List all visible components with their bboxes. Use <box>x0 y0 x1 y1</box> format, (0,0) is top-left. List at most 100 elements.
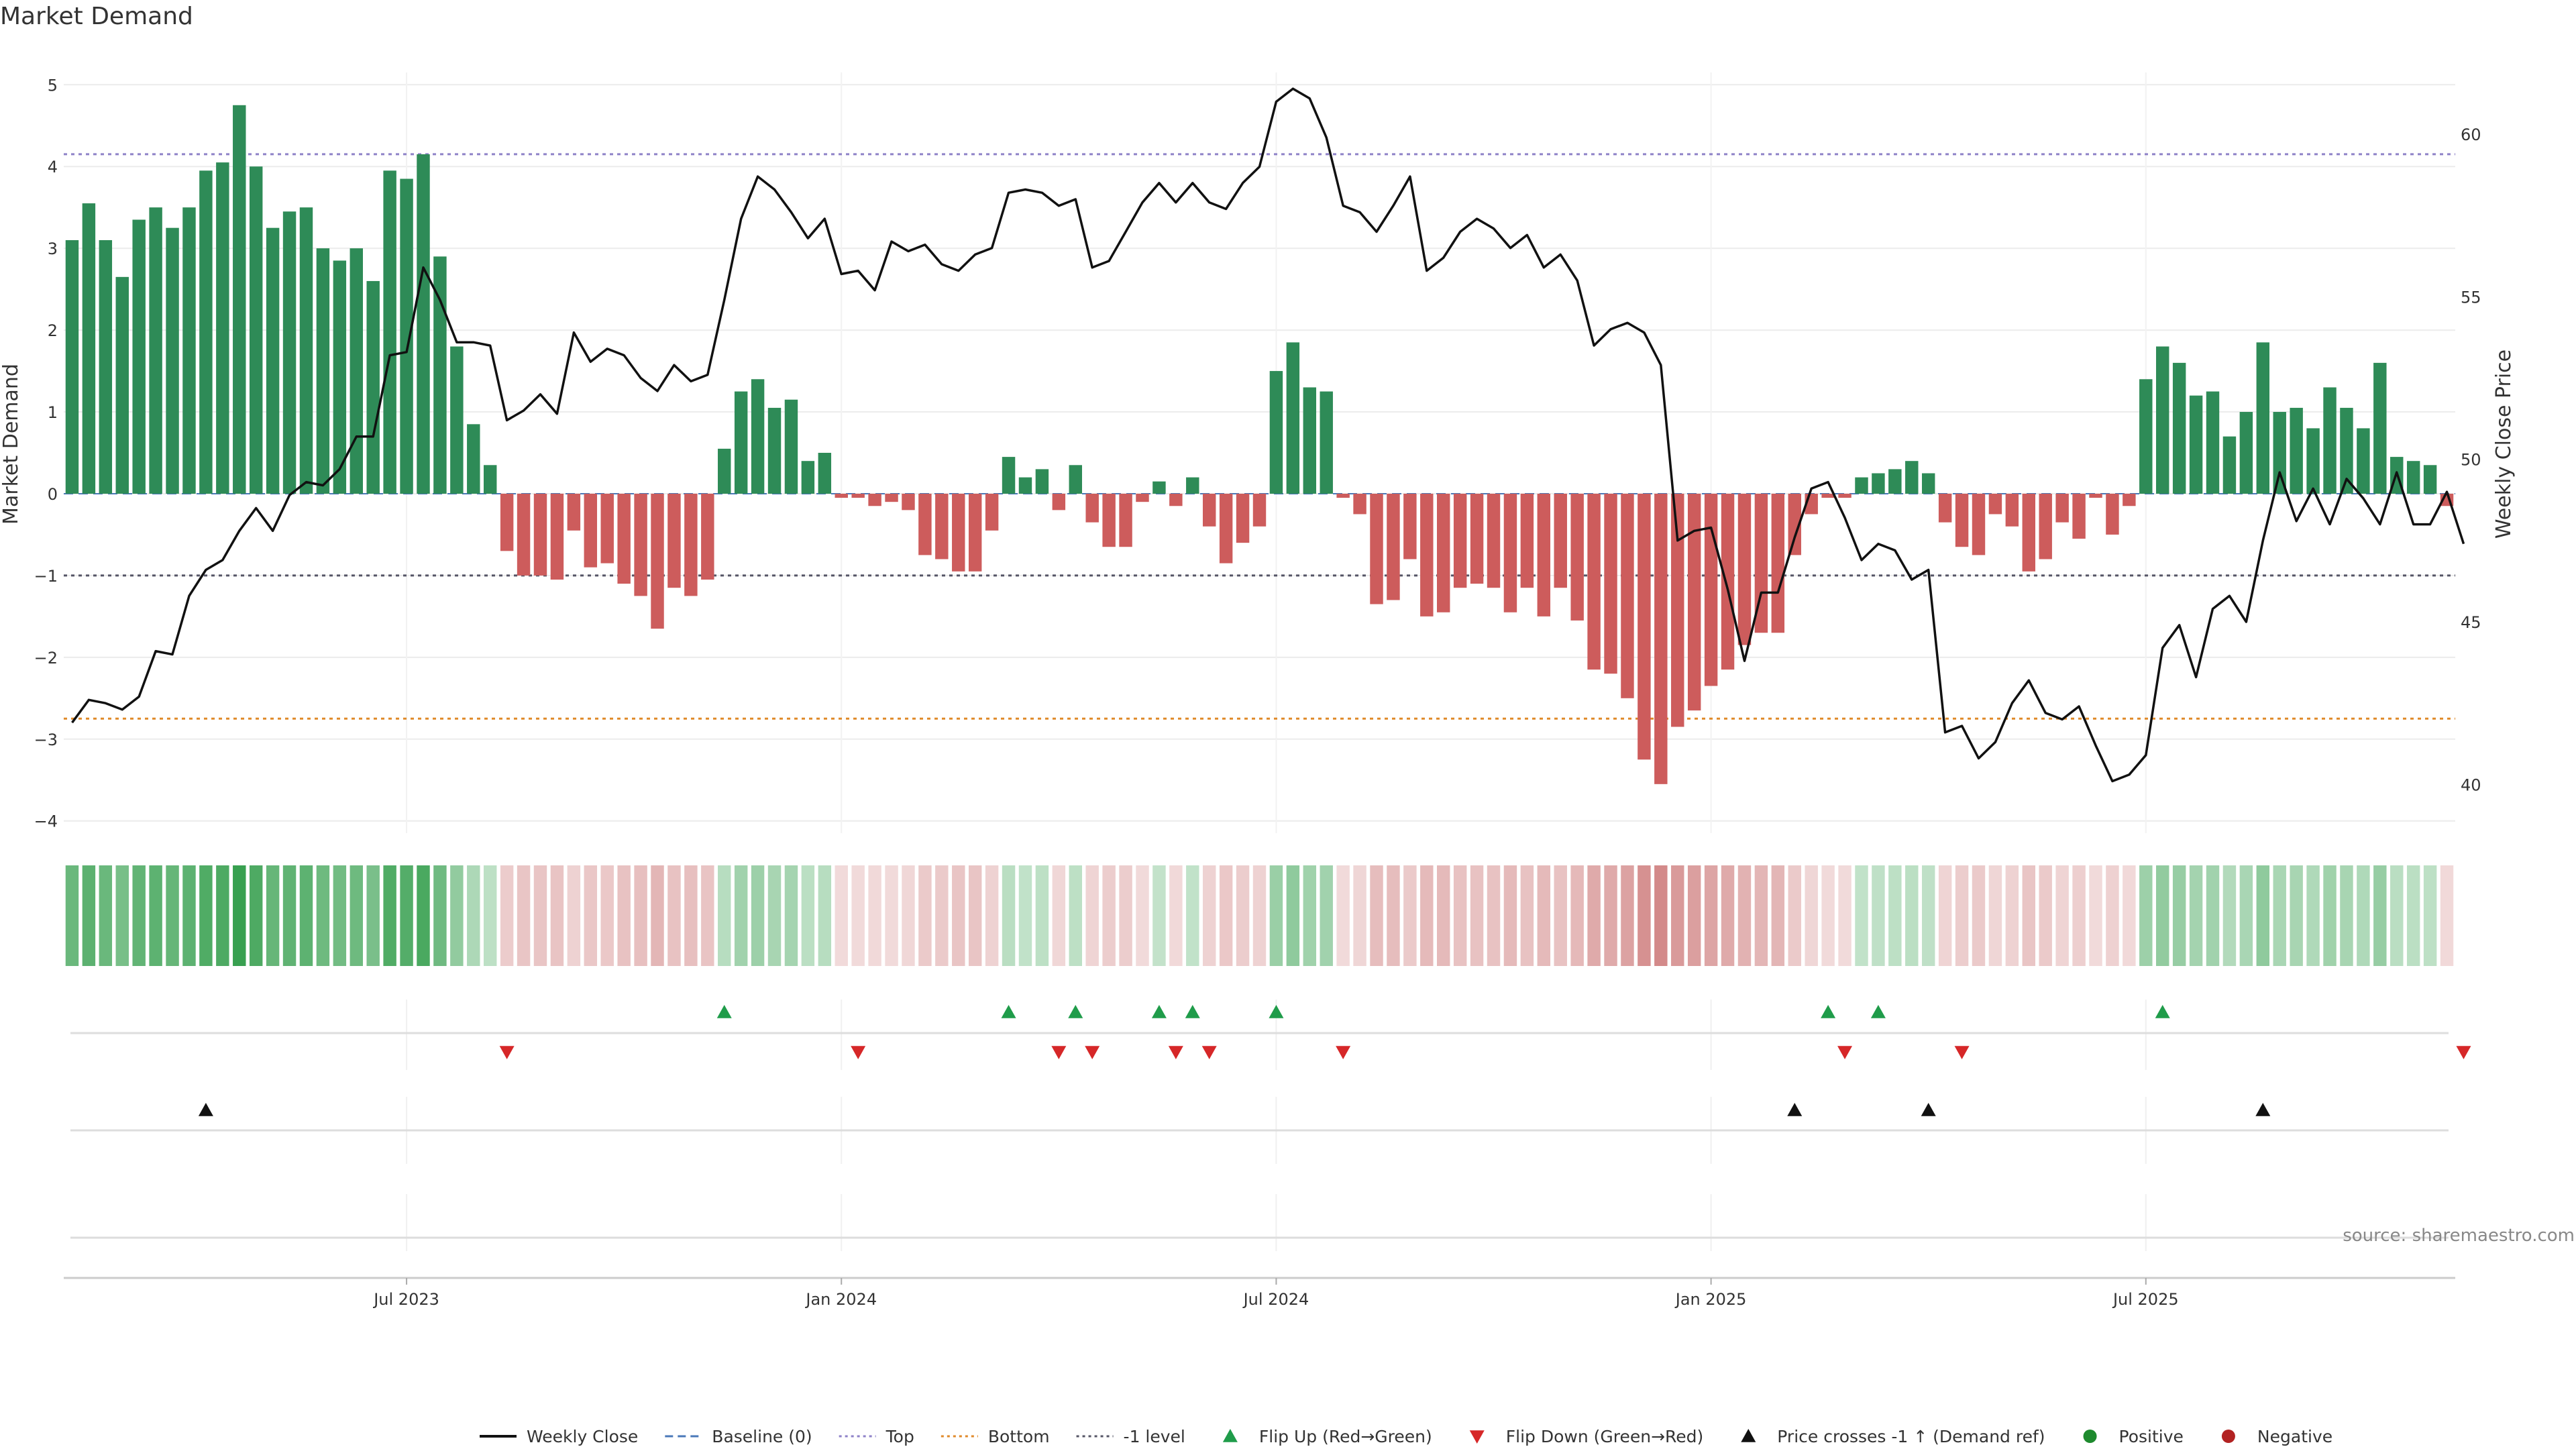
demand-bar <box>1186 477 1199 494</box>
legend-item: Flip Up (Red→Green) <box>1222 1427 1432 1446</box>
heat-cell <box>216 865 229 966</box>
demand-bar <box>2222 436 2237 494</box>
heat-cell <box>1470 865 1484 966</box>
heat-cell <box>1955 865 1969 966</box>
legend-label: Baseline (0) <box>712 1427 812 1446</box>
demand-bar <box>1470 493 1484 584</box>
heat-cell <box>851 865 865 966</box>
heat-cell <box>533 865 547 966</box>
heat-cell <box>199 865 213 966</box>
demand-bar <box>99 239 113 494</box>
heat-cell <box>1403 865 1417 966</box>
demand-bar <box>417 154 430 494</box>
heat-cell <box>233 865 246 966</box>
demand-bar <box>1938 493 1952 523</box>
signal-panels <box>70 1000 2471 1251</box>
demand-bar <box>2406 461 2420 494</box>
demand-heat-strip <box>65 865 2454 966</box>
heat-cell <box>266 865 280 966</box>
heat-cell <box>1420 865 1434 966</box>
heat-cell <box>1821 865 1835 966</box>
heat-cell <box>617 865 631 966</box>
demand-bar <box>851 493 865 498</box>
heat-cell <box>1654 865 1668 966</box>
demand-bar <box>1069 465 1082 494</box>
heat-cell <box>1721 865 1735 966</box>
heat-cell <box>2189 865 2203 966</box>
demand-bar <box>1018 477 1032 494</box>
demand-bar <box>1654 493 1668 784</box>
demand-bar <box>1403 493 1417 559</box>
heat-cell <box>282 865 297 966</box>
heat-cell <box>935 865 949 966</box>
demand-bar <box>1587 493 1601 670</box>
heat-cell <box>718 865 731 966</box>
heat-cell <box>1169 865 1183 966</box>
flip-down-marker <box>1336 1046 1351 1059</box>
demand-bar <box>1420 493 1434 616</box>
demand-bar <box>2039 493 2052 559</box>
demand-bar <box>199 170 213 494</box>
heat-cell <box>734 865 748 966</box>
heat-cell <box>1938 865 1952 966</box>
demand-bar <box>935 493 949 559</box>
demand-bar <box>1888 469 1902 494</box>
flip-down-marker <box>1085 1046 1100 1059</box>
demand-bar <box>233 105 246 494</box>
demand-bar <box>1303 387 1317 494</box>
demand-bar <box>1437 493 1450 612</box>
demand-bar <box>1554 493 1567 588</box>
heat-cell <box>115 865 129 966</box>
legend-label: Bottom <box>988 1427 1050 1446</box>
demand-bar <box>350 248 363 494</box>
heat-cell <box>366 865 380 966</box>
demand-bar <box>500 493 514 551</box>
heat-cell <box>1018 865 1032 966</box>
heat-cell <box>2222 865 2237 966</box>
heat-cell <box>1855 865 1868 966</box>
demand-bar <box>2005 493 2019 527</box>
demand-bar <box>517 493 531 576</box>
heat-cell <box>2256 865 2270 966</box>
flip-down-marker <box>1168 1046 1183 1059</box>
flip-down-marker <box>1954 1046 1970 1059</box>
heat-cell <box>249 865 263 966</box>
demand-bar <box>651 493 664 629</box>
heat-cell <box>701 865 714 966</box>
legend-label: Top <box>885 1427 914 1446</box>
legend-swatch <box>2221 1430 2235 1443</box>
heat-cell <box>2089 865 2102 966</box>
demand-bar <box>868 493 881 506</box>
heat-cell <box>1069 865 1082 966</box>
demand-bar <box>1085 493 1099 523</box>
demand-bar <box>82 203 96 494</box>
heat-cell <box>1604 865 1617 966</box>
legend-swatch <box>1741 1429 1756 1442</box>
flip-up-marker <box>1001 1005 1016 1018</box>
heat-cell <box>1119 865 1132 966</box>
demand-bar <box>166 227 179 494</box>
y2-axis-label: Weekly Close Price <box>2492 350 2516 539</box>
demand-bar <box>1638 493 1651 760</box>
heat-cell <box>2206 865 2220 966</box>
heat-cell <box>2156 865 2169 966</box>
y-tick-label: 2 <box>48 321 58 340</box>
demand-bar <box>968 493 982 572</box>
y-tick-label: 0 <box>48 485 58 504</box>
demand-bar <box>918 493 932 555</box>
heat-cell <box>2423 865 2437 966</box>
demand-bar <box>1370 493 1383 604</box>
legend-item: Weekly Close <box>480 1427 638 1446</box>
y-tick-label: 3 <box>48 239 58 258</box>
flip-down-marker <box>1051 1046 1067 1059</box>
heat-cell <box>2123 865 2136 966</box>
flip-down-marker <box>499 1046 515 1059</box>
demand-bar <box>767 407 782 494</box>
demand-bar <box>1152 481 1166 494</box>
demand-bar <box>1520 493 1534 588</box>
demand-bar <box>2256 342 2270 494</box>
heat-cell <box>166 865 179 966</box>
demand-bar <box>2206 391 2220 494</box>
demand-bar <box>1336 493 1350 498</box>
